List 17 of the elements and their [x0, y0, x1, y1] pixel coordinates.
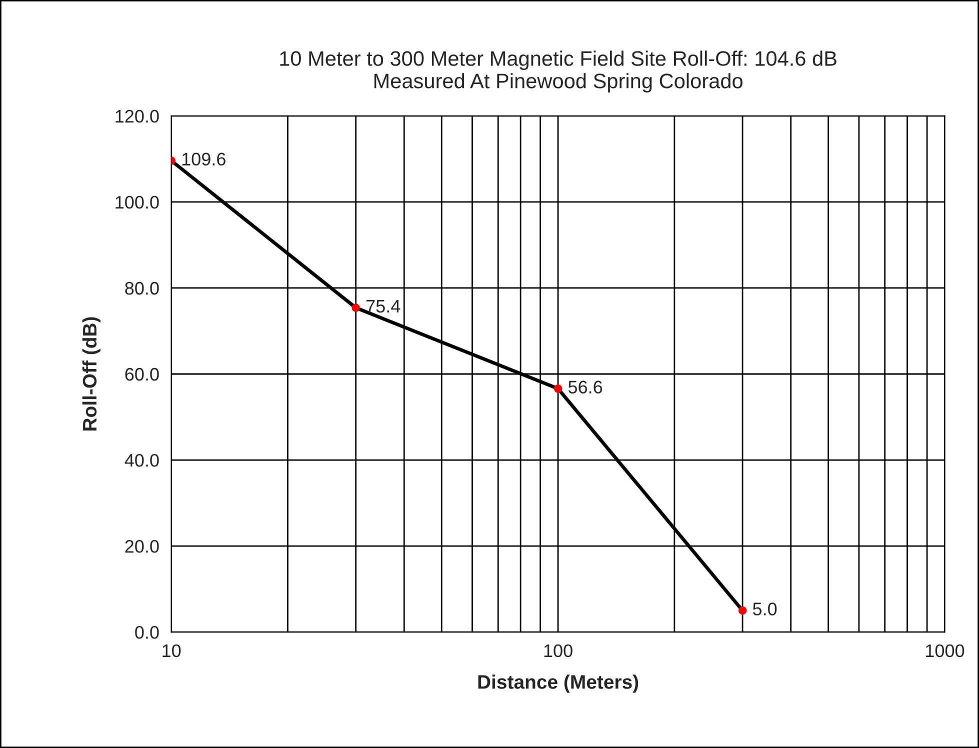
data-label: 109.6: [182, 152, 226, 166]
y-tick-label: 80.0: [125, 282, 159, 295]
y-tick-label: 120.0: [116, 110, 159, 123]
y-tick-label: 40.0: [124, 454, 159, 467]
x-tick-label: 10: [162, 644, 181, 658]
x-tick-label: 1000: [926, 644, 964, 658]
x-axis-title: Distance (Meters): [478, 674, 638, 693]
y-tick-label: 100.0: [116, 196, 159, 209]
y-tick-label: 60.0: [125, 368, 159, 381]
y-tick-label: 20.0: [125, 540, 159, 553]
data-label: 5.0: [752, 602, 777, 616]
y-axis-title: Roll-Off (dB): [82, 317, 100, 430]
data-label: 56.6: [568, 380, 602, 394]
data-label: 75.4: [366, 300, 400, 313]
y-tick-label: 0.0: [135, 626, 159, 639]
x-tick-label: 100: [544, 644, 572, 658]
chart-title: 10 Meter to 300 Meter Magnetic Field Site Roll-Off: 104.6 dB Measured At Pinewood Spring Colorado: [280, 50, 836, 92]
